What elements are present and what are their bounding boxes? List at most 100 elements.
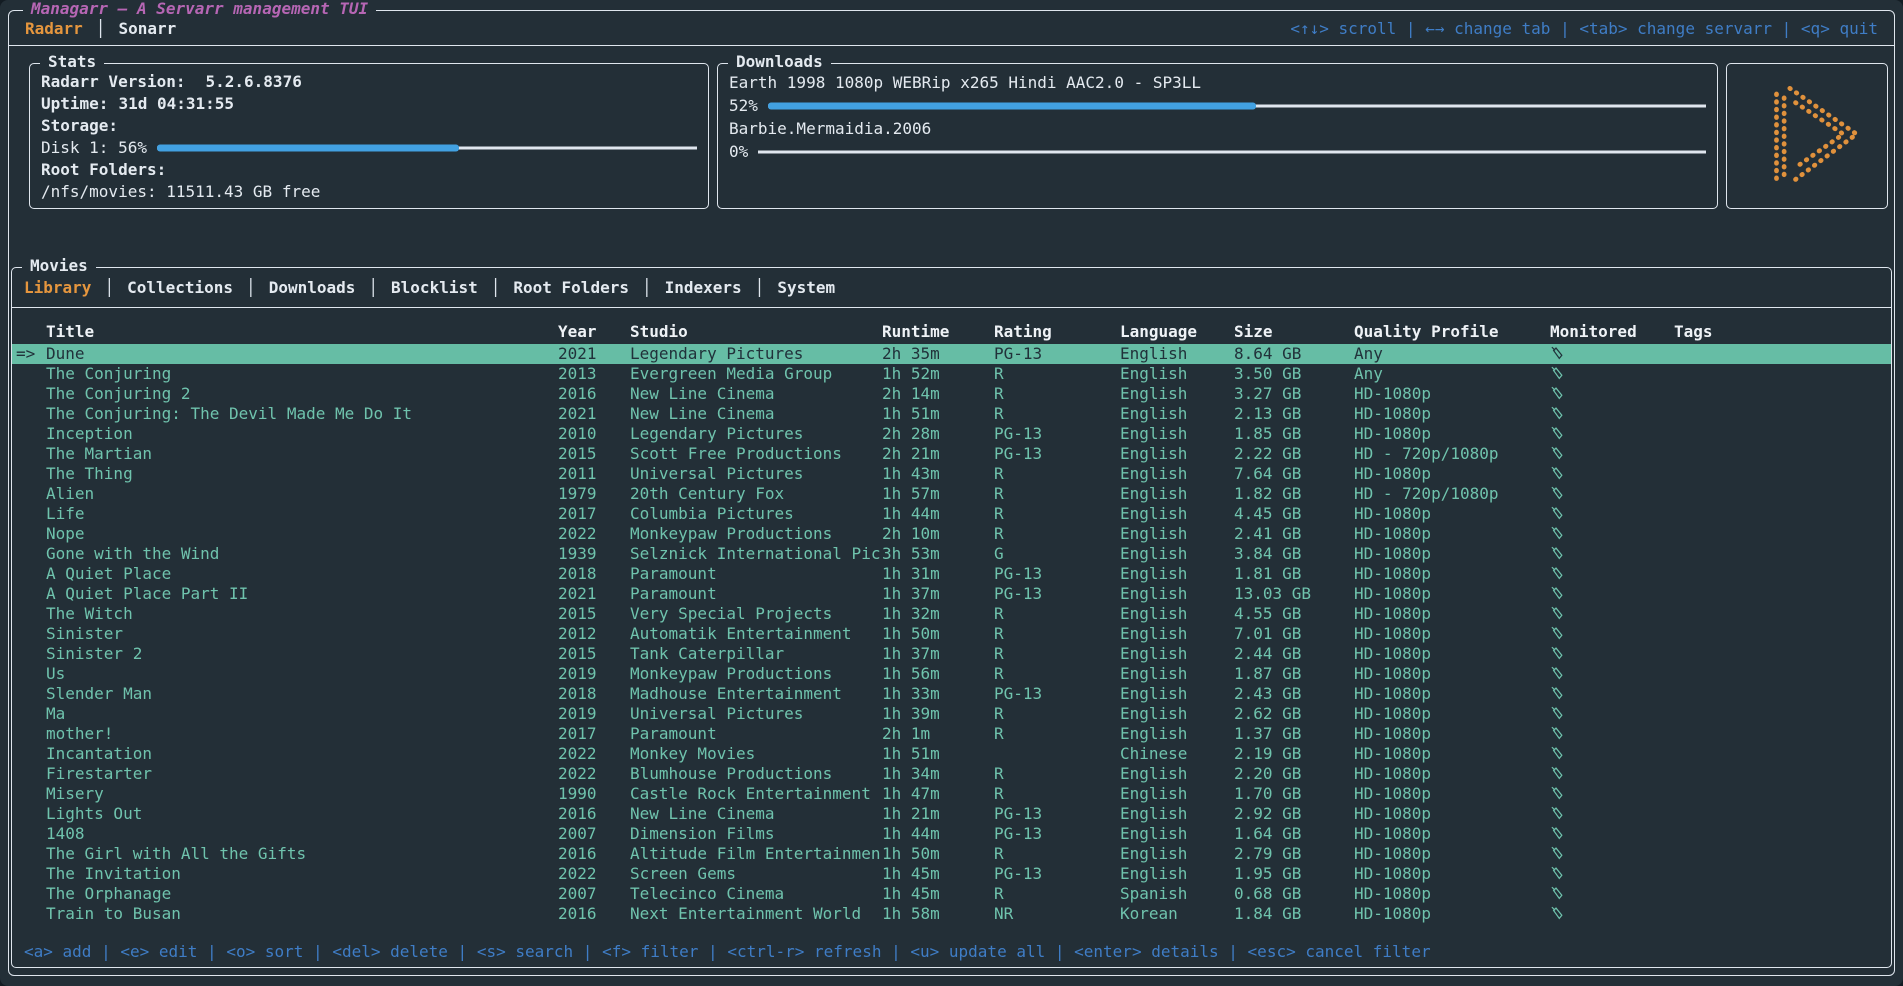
cell-language: English [1120, 484, 1188, 503]
table-row[interactable]: Sinister 2 2015 Tank Caterpillar 1h 37m R Eng… [12, 644, 1891, 664]
cell-size: 1.81 GB [1234, 564, 1302, 583]
uptime-label: Uptime: [41, 94, 109, 113]
table-row[interactable]: Incantation 2022 Monkey Movies 1h 51m Chines… [12, 744, 1891, 764]
cell-year: 2019 [558, 664, 597, 683]
table-row[interactable]: 1408 2007 Dimension Films 1h 44m PG-13 Englis… [12, 824, 1891, 844]
table-row[interactable]: The Thing 2011 Universal Pictures 1h 43m R En… [12, 464, 1891, 484]
monitored-tag-icon [1551, 546, 1563, 560]
hint-key: <a> [24, 942, 53, 961]
cell-studio: New Line Cinema [630, 804, 775, 823]
cell-rating: PG-13 [994, 584, 1043, 603]
row-selected-indicator [12, 664, 46, 684]
table-row[interactable]: Misery 1990 Castle Rock Entertainment 1h 47… [12, 784, 1891, 804]
cell-monitored [1550, 344, 1674, 364]
table-row[interactable]: Gone with the Wind 1939 Selznick Internati… [12, 544, 1891, 564]
cell-title: The Witch [46, 604, 133, 623]
cell-title: Sinister [46, 624, 124, 643]
movies-tab-system[interactable]: System [777, 278, 836, 297]
table-row[interactable]: The Invitation 2022 Screen Gems 1h 45m PG-13… [12, 864, 1891, 884]
hint-action: refresh [804, 942, 882, 961]
table-row[interactable]: The Martian 2015 Scott Free Productions 2h … [12, 444, 1891, 464]
table-row[interactable]: The Conjuring 2 2016 New Line Cinema 2h 14m… [12, 384, 1891, 404]
cell-monitored [1550, 864, 1674, 884]
cell-monitored [1550, 484, 1674, 504]
download-percent: 52% [729, 96, 758, 115]
cell-quality-profile: HD - 720p/1080p [1354, 444, 1499, 463]
row-selected-indicator [12, 824, 46, 844]
column-header-tags: Tags [1674, 322, 1713, 341]
cell-monitored [1550, 644, 1674, 664]
table-row[interactable]: Nope 2022 Monkeypaw Productions 2h 10m R Engl… [12, 524, 1891, 544]
uptime-line: Uptime: 31d 04:31:55 [41, 93, 697, 115]
cell-size: 1.87 GB [1234, 664, 1302, 683]
table-row[interactable]: Ma 2019 Universal Pictures 1h 39m R English 2.… [12, 704, 1891, 724]
movies-tab-root-folders[interactable]: Root Folders [513, 278, 629, 297]
cell-quality-profile: HD-1080p [1354, 904, 1432, 923]
table-row[interactable]: Life 2017 Columbia Pictures 1h 44m R English 4… [12, 504, 1891, 524]
table-row[interactable]: Sinister 2012 Automatik Entertainment 1h 50… [12, 624, 1891, 644]
cell-title: The Martian [46, 444, 152, 463]
cell-title: Life [46, 504, 85, 523]
table-row[interactable]: The Witch 2015 Very Special Projects 1h 32m… [12, 604, 1891, 624]
cell-year: 2022 [558, 764, 597, 783]
cell-quality-profile: HD-1080p [1354, 884, 1432, 903]
table-row[interactable]: Slender Man 2018 Madhouse Entertainment 1h … [12, 684, 1891, 704]
cell-size: 2.20 GB [1234, 764, 1302, 783]
cell-studio: Castle Rock Entertainment [630, 784, 871, 803]
cell-language: English [1120, 704, 1188, 723]
cell-runtime: 1h 37m [882, 644, 940, 663]
monitored-tag-icon [1551, 806, 1563, 820]
cell-rating: PG-13 [994, 424, 1043, 443]
cell-language: English [1120, 624, 1188, 643]
table-row[interactable]: mother! 2017 Paramount 2h 1m R English 1.37 GB… [12, 724, 1891, 744]
table-row[interactable]: Train to Busan 2016 Next Entertainment Wor… [12, 904, 1891, 924]
movies-tab-downloads[interactable]: Downloads [268, 278, 356, 297]
cell-runtime: 1h 56m [882, 664, 940, 683]
table-row[interactable]: A Quiet Place 2018 Paramount 1h 31m PG-13 Eng… [12, 564, 1891, 584]
cell-monitored [1550, 804, 1674, 824]
table-row[interactable]: The Conjuring: The Devil Made Me Do It 20… [12, 404, 1891, 424]
table-row[interactable]: The Conjuring 2013 Evergreen Media Group 1h… [12, 364, 1891, 384]
cell-runtime: 2h 21m [882, 444, 940, 463]
table-row[interactable]: A Quiet Place Part II 2021 Paramount 1h 37m… [12, 584, 1891, 604]
row-selected-indicator [12, 704, 46, 724]
cell-title: Lights Out [46, 804, 143, 823]
cell-quality-profile: HD-1080p [1354, 704, 1432, 723]
cell-tags [1674, 624, 1891, 644]
table-row[interactable]: Inception 2010 Legendary Pictures 2h 28m PG-… [12, 424, 1891, 444]
column-header-rating: Rating [994, 322, 1052, 341]
cell-studio: Dimension Films [630, 824, 775, 843]
servarr-tab-sonarr[interactable]: Sonarr [118, 18, 177, 38]
movies-tab-indexers[interactable]: Indexers [664, 278, 742, 297]
movies-tab-library[interactable]: Library [24, 278, 92, 297]
cell-studio: Very Special Projects [630, 604, 833, 623]
table-row[interactable]: Us 2019 Monkeypaw Productions 1h 56m R Englis… [12, 664, 1891, 684]
table-row[interactable]: => Dune 2021 Legendary Pictures 2h 35m PG-13 E… [12, 344, 1891, 364]
cell-monitored [1550, 364, 1674, 384]
cell-tags [1674, 784, 1891, 804]
table-row[interactable]: The Orphanage 2007 Telecinco Cinema 1h 45m R… [12, 884, 1891, 904]
cell-studio: Automatik Entertainment [630, 624, 852, 643]
cell-runtime: 1h 44m [882, 824, 940, 843]
cell-year: 2016 [558, 904, 597, 923]
movies-tab-collections[interactable]: Collections [127, 278, 234, 297]
cell-studio: Telecinco Cinema [630, 884, 785, 903]
cell-monitored [1550, 764, 1674, 784]
movies-panel-title: Movies [22, 256, 96, 275]
cell-size: 4.45 GB [1234, 504, 1302, 523]
logo-panel [1726, 63, 1888, 209]
keybinding-sort: <o> sort [226, 942, 303, 961]
cell-studio: Selznick International Pic [630, 544, 881, 563]
cell-title: Incantation [46, 744, 152, 763]
monitored-tag-icon [1551, 826, 1563, 840]
cell-size: 2.44 GB [1234, 644, 1302, 663]
movies-tab-blocklist[interactable]: Blocklist [391, 278, 478, 297]
cell-size: 2.19 GB [1234, 744, 1302, 763]
servarr-tab-radarr[interactable]: Radarr [25, 18, 83, 38]
cell-runtime: 1h 47m [882, 784, 940, 803]
cell-title: The Invitation [46, 864, 181, 883]
table-row[interactable]: The Girl with All the Gifts 2016 Altitude … [12, 844, 1891, 864]
table-row[interactable]: Alien 1979 20th Century Fox 1h 57m R English 1… [12, 484, 1891, 504]
table-row[interactable]: Lights Out 2016 New Line Cinema 1h 21m PG-13… [12, 804, 1891, 824]
table-row[interactable]: Firestarter 2022 Blumhouse Productions 1h 3… [12, 764, 1891, 784]
